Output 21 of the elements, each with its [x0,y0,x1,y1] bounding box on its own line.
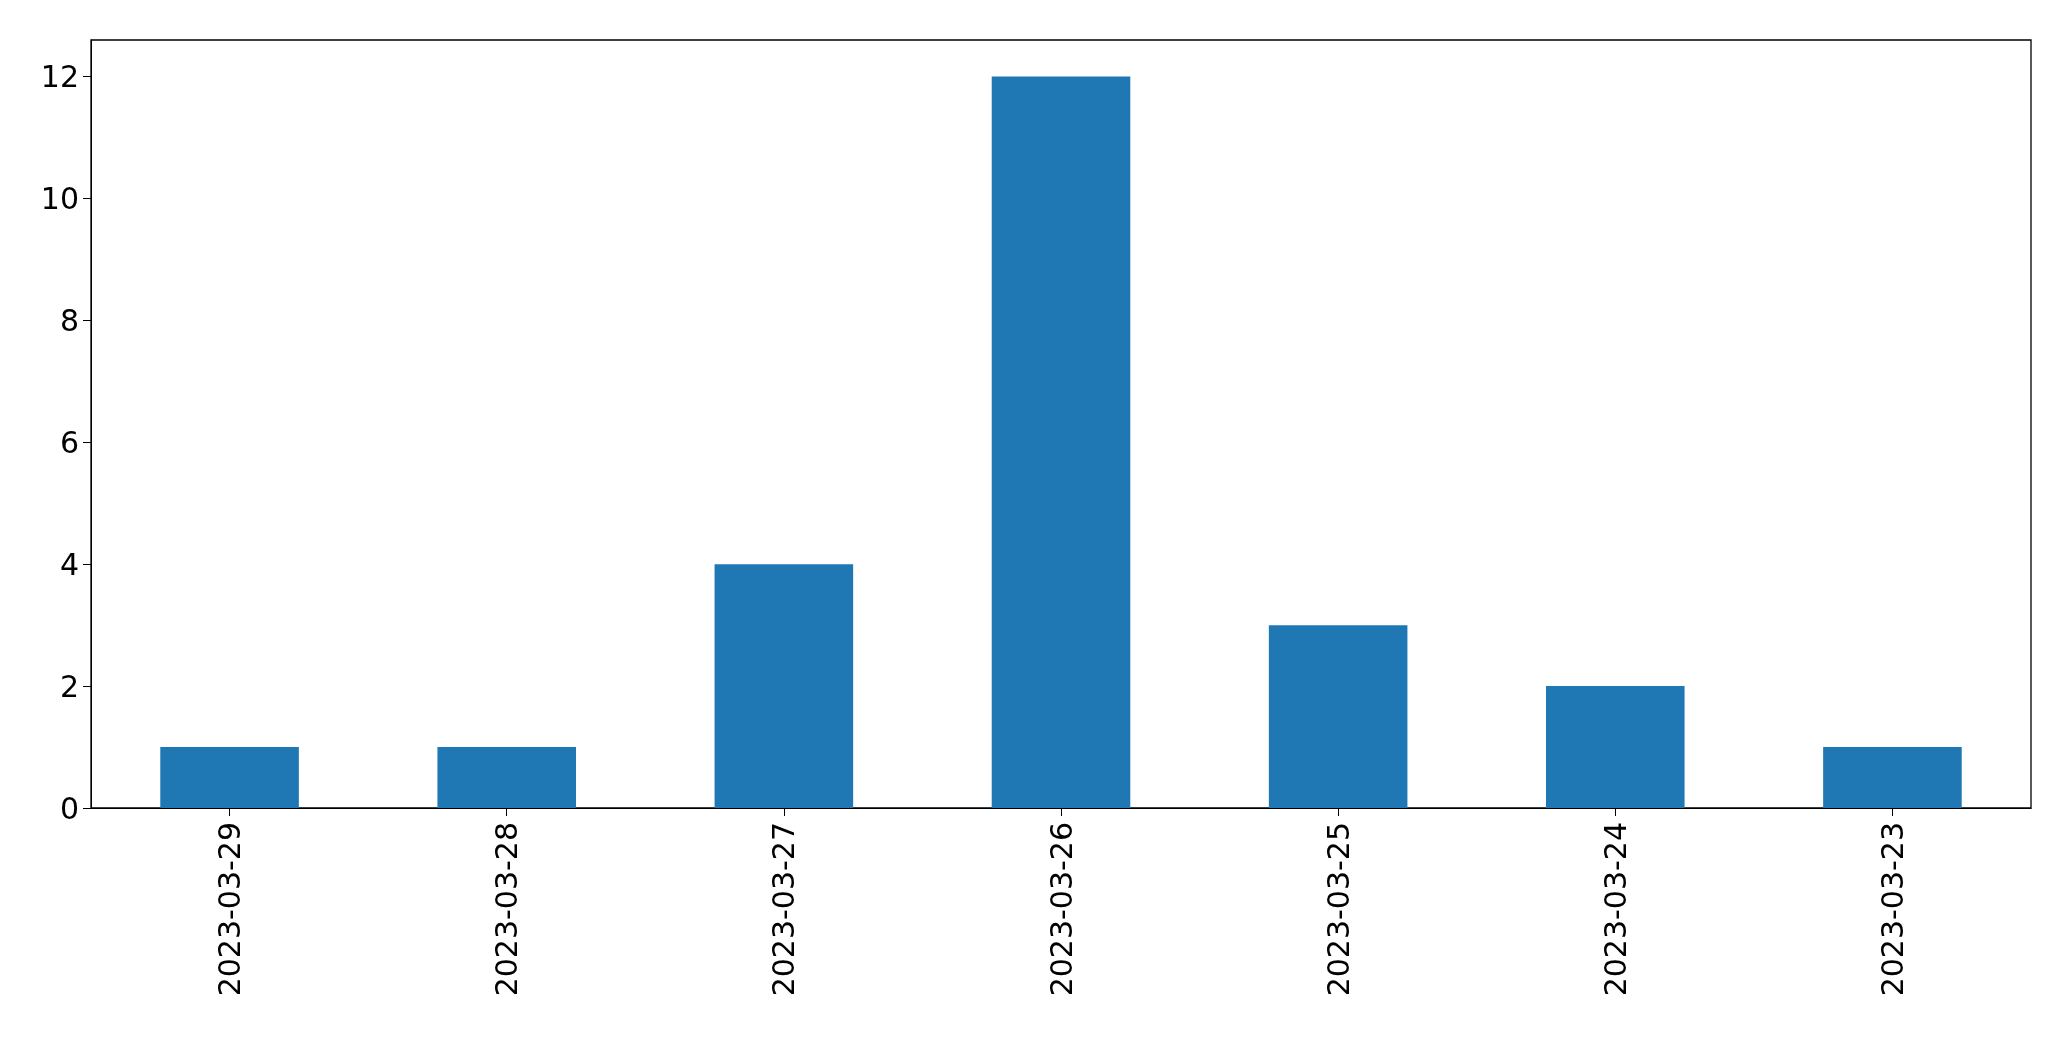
bar [991,76,1131,808]
y-tick-label: 4 [59,546,79,582]
bar [437,747,576,808]
y-tick-label: 2 [59,668,79,704]
x-tick-label: 2023-03-25 [1320,822,1356,997]
bar [1823,747,1962,808]
y-tick-label: 0 [59,790,79,826]
x-tick-label: 2023-03-27 [766,822,802,997]
y-tick-label: 6 [59,424,79,460]
y-tick-label: 10 [40,180,79,216]
x-tick-label: 2023-03-26 [1043,822,1079,997]
bar [1546,686,1685,808]
bar [1268,625,1408,808]
y-tick-label: 12 [40,59,79,95]
x-tick-label: 2023-03-24 [1597,822,1633,997]
x-tick-label: 2023-03-28 [489,822,525,997]
bar [160,747,299,808]
y-tick-label: 8 [59,302,79,338]
x-tick-label: 2023-03-23 [1874,822,1910,997]
bar [714,564,854,808]
x-tick-label: 2023-03-29 [212,822,248,997]
